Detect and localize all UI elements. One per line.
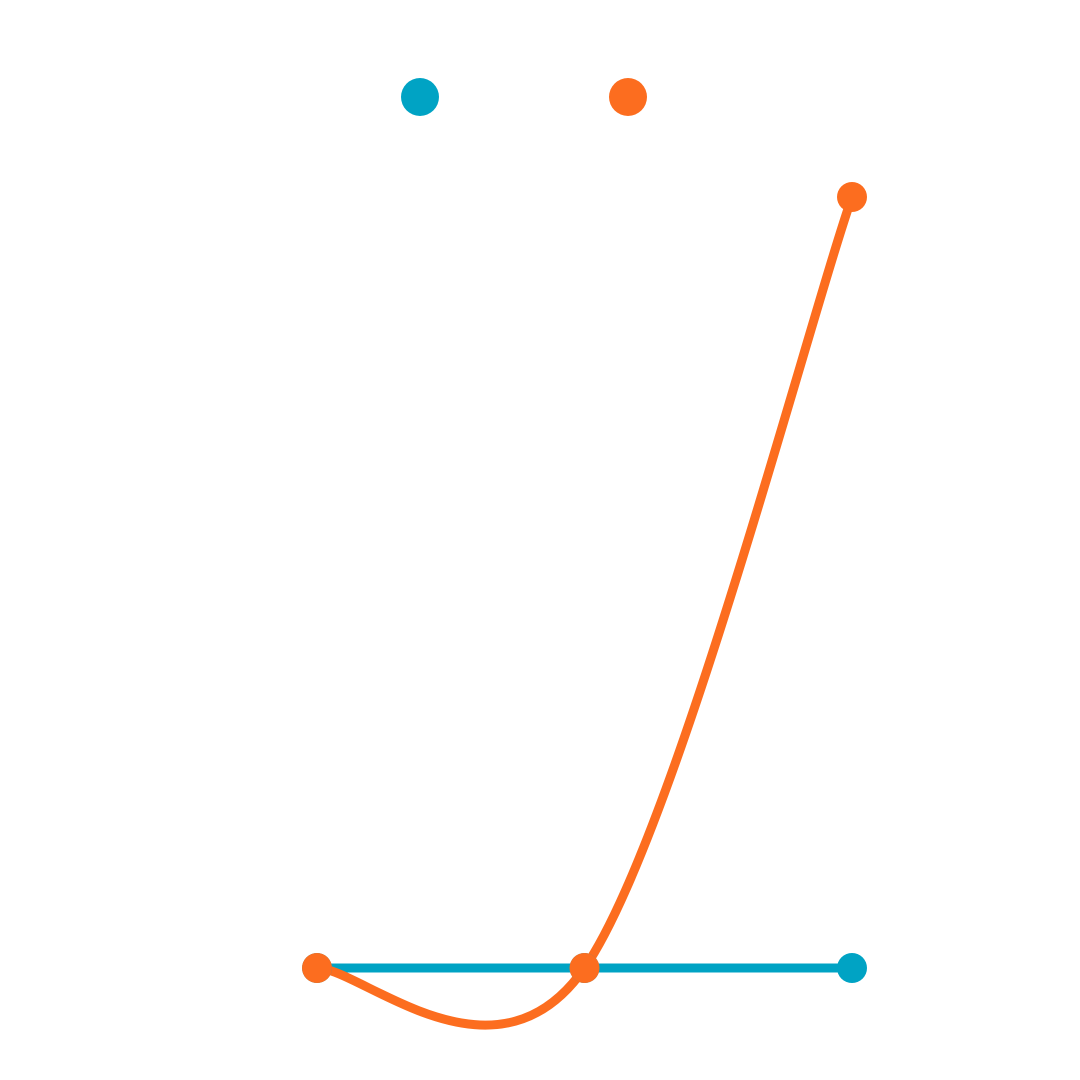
series-2-point-3 (837, 182, 867, 212)
points-layer (302, 182, 867, 983)
series-2-point-1 (302, 953, 332, 983)
series-line-2 (312, 192, 857, 1030)
legend-marker-2 (609, 78, 647, 116)
legend (401, 78, 647, 116)
series-1-point-3 (837, 953, 867, 983)
series-2-point-2 (569, 953, 600, 983)
legend-marker-1 (401, 78, 439, 116)
